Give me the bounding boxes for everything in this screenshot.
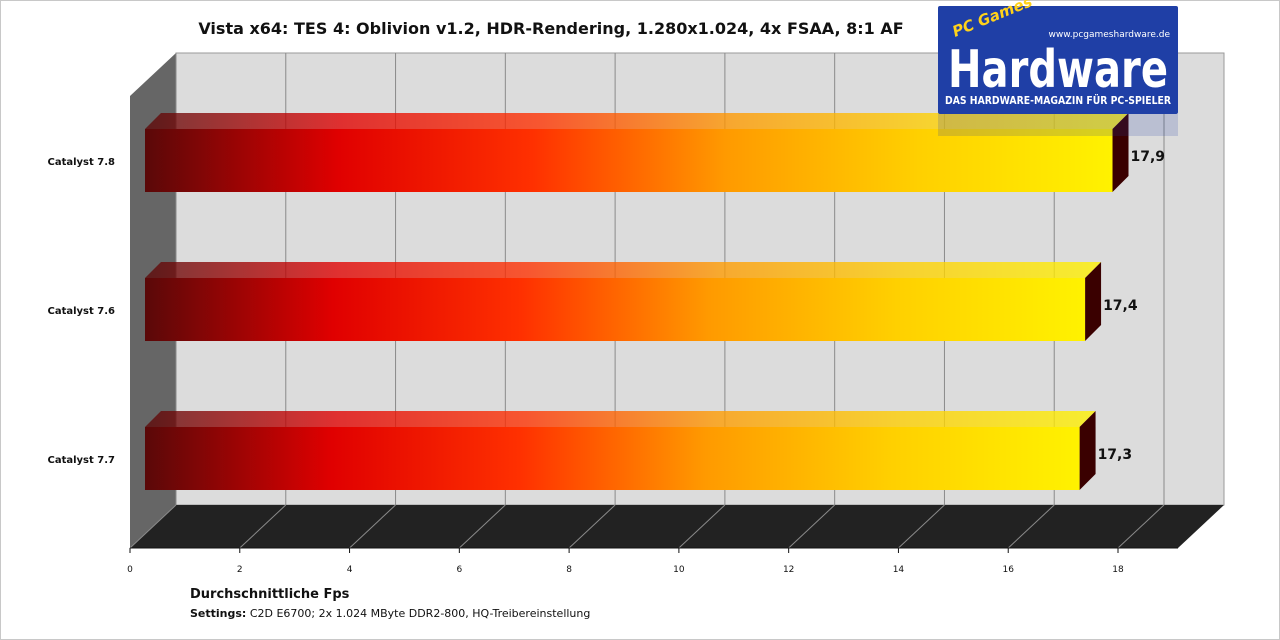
floor-gridline <box>568 504 616 549</box>
x-tick-label: 2 <box>237 565 243 575</box>
logo-url-text: www.pcgameshardware.de <box>1049 30 1171 40</box>
category-label: Catalyst 7.6 <box>48 306 116 317</box>
bar-value-label: 17,9 <box>1131 149 1166 165</box>
x-tick-label: 8 <box>566 565 572 575</box>
bar-end <box>1079 411 1096 490</box>
bar-end <box>1112 113 1129 192</box>
publisher-logo: PC Games www.pcgameshardware.de Hardware… <box>938 0 1178 136</box>
bar <box>145 427 1080 490</box>
bar-value-label: 17,4 <box>1103 298 1138 314</box>
floor-gridline <box>678 504 726 549</box>
chart-title: Vista x64: TES 4: Oblivion v1.2, HDR-Ren… <box>198 19 903 38</box>
floor-gridline <box>788 504 836 549</box>
floor <box>130 505 1224 548</box>
x-axis-label: Durchschnittliche Fps <box>190 587 350 602</box>
x-tick-label: 4 <box>347 565 353 575</box>
settings-note-label: Settings: <box>190 607 246 620</box>
bar <box>145 278 1086 341</box>
category-label: Catalyst 7.8 <box>48 157 116 168</box>
bar-end <box>1085 262 1102 341</box>
bar <box>145 129 1113 192</box>
logo-reflection <box>938 114 1178 136</box>
x-tick-label: 0 <box>127 565 133 575</box>
category-label: Catalyst 7.7 <box>48 455 116 466</box>
x-tick-label: 18 <box>1112 565 1124 575</box>
bar-top <box>145 113 1129 129</box>
floor-gridline <box>898 504 945 549</box>
x-tick-label: 6 <box>456 565 462 575</box>
bar-top <box>145 262 1102 278</box>
floor-gridline <box>1007 504 1055 549</box>
logo-background <box>938 6 1178 114</box>
floor-gridline <box>1117 504 1165 549</box>
settings-note-text: C2D E6700; 2x 1.024 MByte DDR2-800, HQ-T… <box>246 607 590 620</box>
floor-gridline <box>458 504 506 549</box>
x-tick-label: 14 <box>893 565 905 575</box>
x-tick-label: 10 <box>673 565 685 575</box>
floor-gridline <box>129 504 177 549</box>
floor-gridline <box>239 504 287 549</box>
bar-value-label: 17,3 <box>1098 447 1133 463</box>
bar-top <box>145 411 1096 427</box>
floor-gridline <box>349 504 396 549</box>
x-tick-label: 16 <box>1002 565 1014 575</box>
logo-brand-text: Hardware <box>948 40 1168 100</box>
plot-area: 0 2 4 6 8 10 12 14 16 18 17,9 Catalyst 7.8 17,4 Catal… <box>48 52 1225 575</box>
logo-tagline-text: DAS HARDWARE-MAGAZIN FÜR PC-SPIELER <box>945 93 1171 107</box>
settings-note: Settings: C2D E6700; 2x 1.024 MByte DDR2… <box>190 607 590 620</box>
x-tick-label: 12 <box>783 565 794 575</box>
